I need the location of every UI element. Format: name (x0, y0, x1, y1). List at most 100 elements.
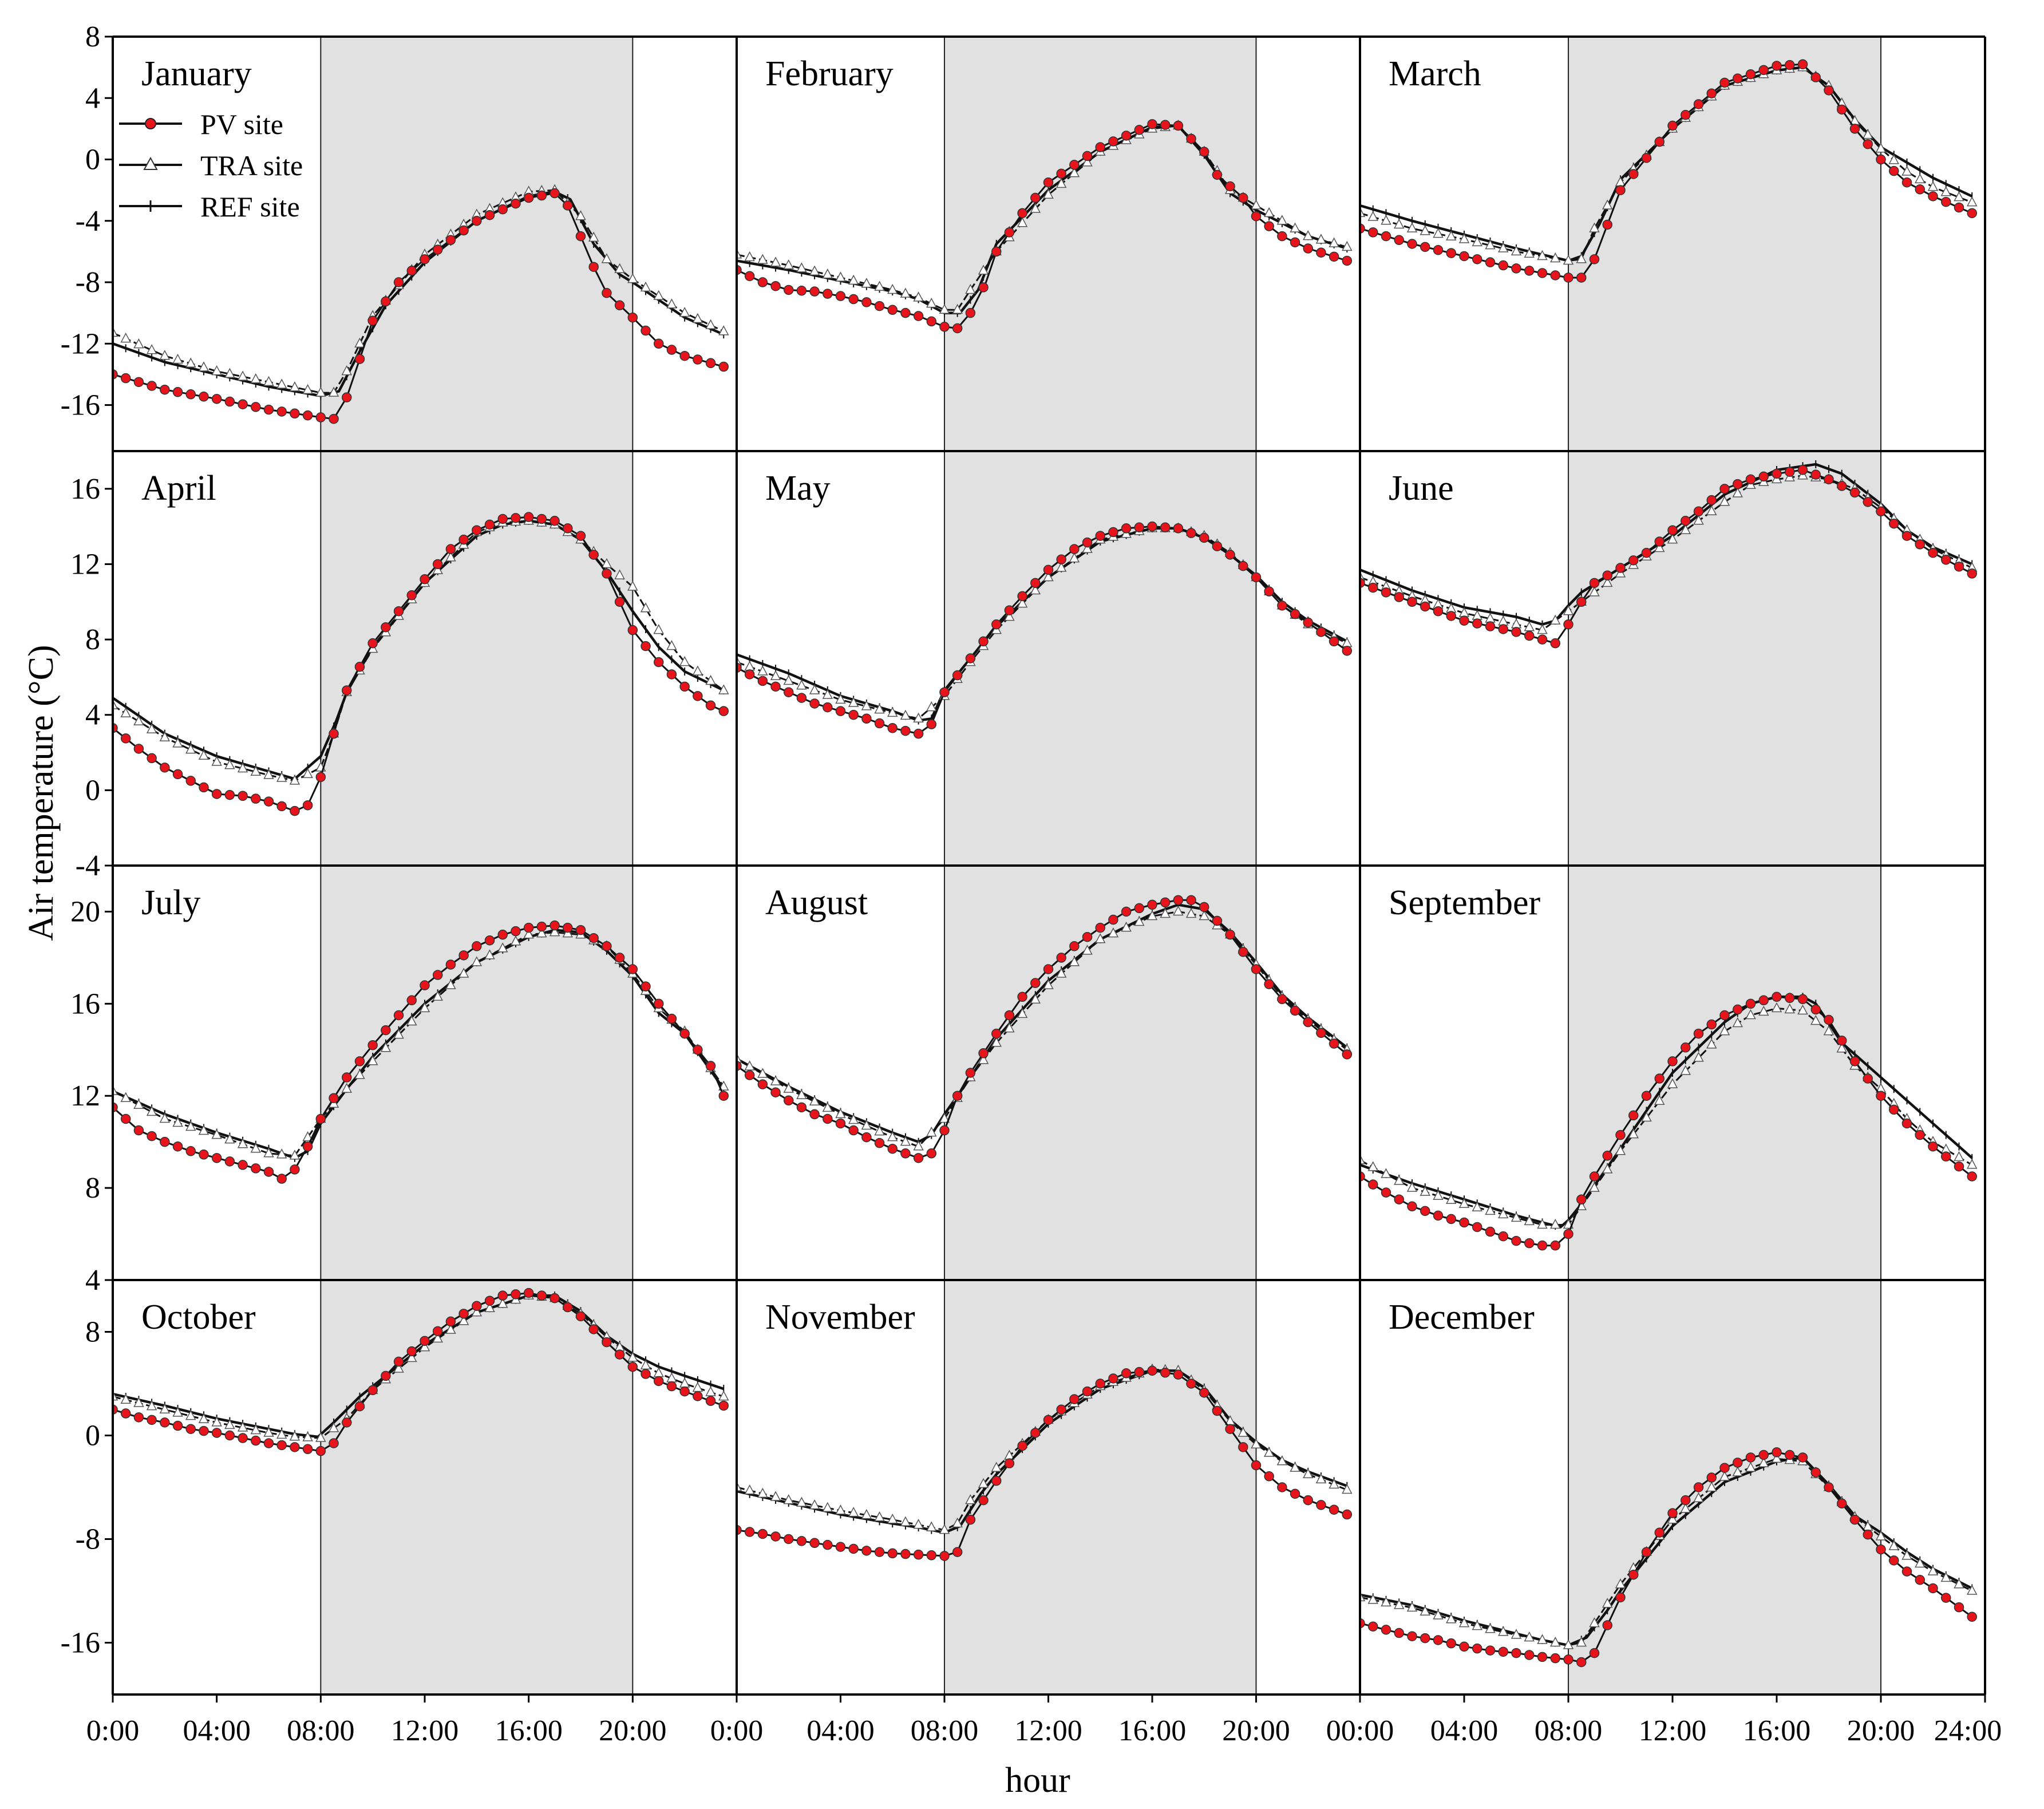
legend: PV site TRA site REF site (119, 108, 303, 223)
marker-pv (1329, 1504, 1339, 1515)
marker-pv (1485, 1645, 1496, 1656)
marker-pv (420, 1336, 430, 1346)
marker-tra (198, 361, 209, 372)
marker-tra (471, 956, 483, 966)
month-label-july: July (141, 883, 200, 922)
marker-pv (1863, 1073, 1873, 1084)
marker-pv (939, 1125, 950, 1136)
panel-september: September (1360, 866, 1978, 1280)
marker-tra (510, 935, 521, 946)
daytime-shading-march (1568, 37, 1881, 451)
legend-label-pv: PV site (200, 108, 283, 140)
marker-pv (1511, 1235, 1521, 1246)
marker-pv (1733, 479, 1743, 489)
marker-tra (1719, 1025, 1730, 1036)
series-pv-november (737, 1365, 1353, 1561)
marker-tra (757, 1487, 768, 1498)
marker-tra (1276, 1455, 1288, 1466)
marker-pv (1837, 1498, 1847, 1509)
legend-item-ref: REF site (119, 191, 300, 223)
marker-tra (1160, 907, 1171, 918)
marker-tra (679, 655, 690, 666)
marker-pv (1160, 522, 1171, 533)
marker-pv (1511, 1648, 1521, 1658)
series-pv-july (113, 920, 729, 1184)
marker-pv (393, 1010, 404, 1021)
marker-pv (224, 1430, 235, 1441)
marker-pv (1602, 570, 1612, 580)
marker-pv (666, 669, 677, 680)
x-tick-label: 0:00 (710, 1715, 763, 1747)
marker-pv (1589, 1171, 1600, 1182)
marker-tra (237, 1421, 248, 1432)
marker-pv (1342, 255, 1353, 266)
month-label-march: March (1389, 54, 1481, 93)
marker-pv (1082, 537, 1093, 548)
marker-tra (1251, 1438, 1262, 1449)
marker-tra (1108, 927, 1119, 938)
marker-pv (563, 523, 573, 534)
marker-pv (1733, 1458, 1743, 1468)
marker-pv (276, 801, 287, 812)
marker-tra (991, 1462, 1002, 1472)
marker-tra (705, 319, 716, 329)
marker-pv (160, 1136, 170, 1147)
marker-pv (1889, 1555, 1899, 1566)
marker-tra (341, 365, 352, 376)
marker-tra (809, 1499, 820, 1510)
marker-pv (1121, 523, 1132, 534)
marker-pv (1824, 474, 1834, 485)
marker-tra (1771, 1002, 1782, 1013)
marker-tra (1967, 196, 1978, 207)
marker-pv (1941, 1593, 1951, 1603)
marker-pv (1407, 597, 1417, 607)
marker-tra (666, 640, 677, 650)
marker-tra (1706, 1481, 1717, 1492)
marker-pv (172, 1141, 183, 1152)
marker-tra (1485, 1623, 1496, 1633)
marker-pv (627, 964, 638, 974)
marker-pv (354, 1401, 365, 1412)
marker-pv (654, 338, 664, 349)
marker-pv (315, 772, 326, 783)
marker-pv (1277, 231, 1287, 242)
marker-tra (1667, 534, 1678, 544)
marker-tra (861, 1509, 872, 1519)
marker-pv (1824, 1014, 1834, 1025)
marker-pv (588, 933, 599, 943)
marker-pv (575, 231, 586, 242)
marker-pv (133, 1412, 144, 1423)
series-pv-december (1360, 1447, 1977, 1668)
marker-pv (1954, 202, 1964, 213)
marker-pv (549, 516, 560, 526)
marker-tra (640, 281, 651, 292)
marker-pv (484, 519, 495, 530)
marker-pv (1056, 168, 1066, 179)
marker-pv (160, 384, 170, 395)
marker-pv (575, 925, 586, 935)
y-tick-label: 8 (85, 623, 100, 656)
marker-tra (1550, 252, 1561, 263)
marker-pv (1459, 251, 1469, 262)
marker-tra (1381, 215, 1391, 225)
marker-pv (381, 1025, 391, 1036)
marker-tra (289, 775, 301, 785)
marker-tra (224, 759, 235, 769)
marker-pv (1693, 1028, 1704, 1039)
marker-pv (823, 289, 833, 299)
marker-pv (458, 950, 469, 961)
month-label-october: October (141, 1298, 256, 1337)
marker-pv (1602, 219, 1612, 230)
marker-pv (861, 297, 872, 307)
marker-tra (1771, 1452, 1782, 1463)
marker-tra (1576, 253, 1587, 263)
marker-pv (290, 408, 300, 419)
marker-tra (1901, 165, 1912, 176)
marker-pv (705, 358, 716, 369)
marker-pv (1889, 165, 1899, 176)
marker-tra (1927, 1565, 1939, 1575)
marker-pv (420, 574, 430, 584)
marker-tra (1915, 1557, 1926, 1568)
marker-pv (1407, 1631, 1417, 1641)
